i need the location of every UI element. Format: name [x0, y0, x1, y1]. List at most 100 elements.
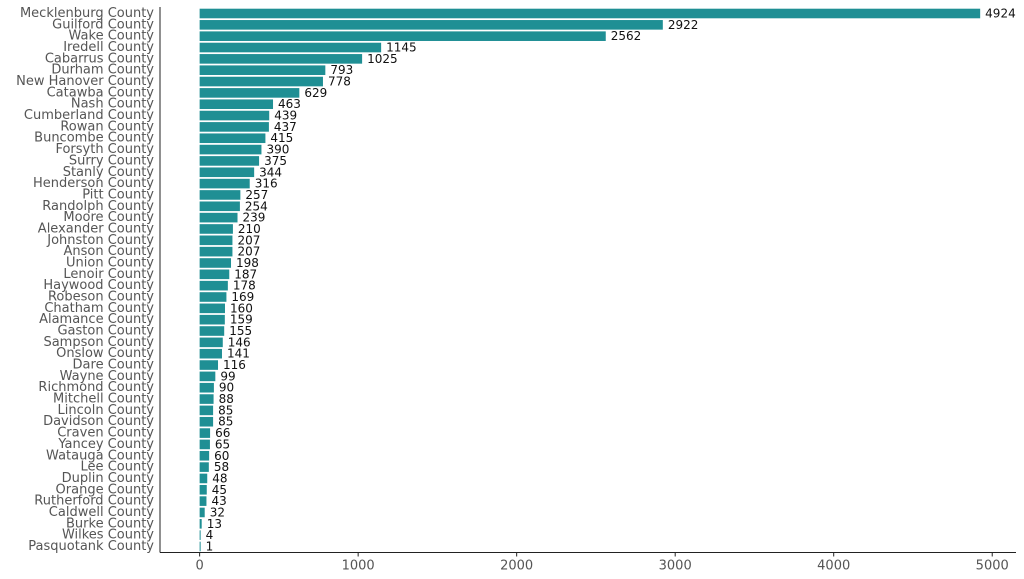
category-label-stanly-county: Stanly County — [63, 165, 155, 180]
bar-randolph-county — [199, 201, 240, 212]
category-label-forsyth-county: Forsyth County — [55, 142, 154, 157]
bar-union-county — [199, 258, 232, 268]
category-label-sampson-county: Sampson County — [43, 335, 154, 350]
category-label-randolph-county: Randolph County — [42, 199, 154, 214]
category-label-iredell-county: Iredell County — [63, 40, 154, 55]
x-tick-label-1000: 1000 — [342, 558, 375, 573]
bar-haywood-county — [199, 280, 228, 291]
value-label-rowan-county: 437 — [274, 120, 297, 134]
category-label-mitchell-county: Mitchell County — [53, 392, 154, 407]
bar-forsyth-county — [199, 144, 262, 155]
category-label-duplin-county: Duplin County — [62, 471, 155, 486]
x-tick-label-4000: 4000 — [817, 558, 850, 573]
bar-mecklenburg-county — [199, 8, 981, 19]
value-label-orange-county: 45 — [212, 483, 227, 497]
category-label-moore-county: Moore County — [63, 210, 154, 225]
bar-davidson-county — [199, 416, 214, 427]
value-label-lincoln-county: 85 — [218, 403, 233, 417]
value-label-robeson-county: 169 — [231, 290, 254, 304]
bar-anson-county — [199, 246, 233, 257]
value-label-pitt-county: 257 — [245, 188, 268, 202]
value-label-durham-county: 793 — [330, 63, 353, 77]
x-tick-label-3000: 3000 — [659, 558, 692, 573]
value-label-mitchell-county: 88 — [219, 392, 234, 406]
category-label-rutherford-county: Rutherford County — [34, 494, 154, 509]
category-label-lenoir-county: Lenoir County — [63, 267, 154, 282]
value-label-cumberland-county: 439 — [274, 109, 297, 123]
bar-surry-county — [199, 156, 260, 166]
value-label-forsyth-county: 390 — [266, 143, 289, 157]
bar-lincoln-county — [199, 405, 214, 416]
category-label-orange-county: Orange County — [56, 482, 155, 497]
bar-alamance-county — [199, 314, 225, 325]
value-label-johnston-county: 207 — [237, 233, 260, 247]
value-label-wayne-county: 99 — [220, 369, 235, 383]
bar-onslow-county — [199, 348, 222, 359]
bar-guilford-county — [199, 20, 663, 30]
category-label-buncombe-county: Buncombe County — [34, 131, 154, 146]
x-ticks-group: 0 1000 2000 3000 4000 5000 — [195, 552, 1009, 573]
category-label-gaston-county: Gaston County — [57, 324, 154, 339]
category-label-haywood-county: Haywood County — [43, 278, 154, 293]
bar-rutherford-county — [199, 496, 207, 506]
value-label-onslow-county: 141 — [227, 347, 250, 361]
value-label-alamance-county: 159 — [230, 313, 253, 327]
bar-stanly-county — [199, 167, 255, 178]
value-label-alexander-county: 210 — [238, 222, 261, 236]
bar-caldwell-county — [199, 507, 205, 518]
category-label-richmond-county: Richmond County — [38, 380, 154, 395]
value-label-stanly-county: 344 — [259, 165, 282, 179]
bar-lenoir-county — [199, 269, 230, 280]
bar-nash-county — [199, 99, 274, 110]
category-label-alamance-county: Alamance County — [39, 312, 154, 327]
bar-mitchell-county — [199, 394, 214, 404]
category-label-davidson-county: Davidson County — [43, 414, 154, 429]
value-label-gaston-county: 155 — [229, 324, 252, 338]
category-label-chatham-county: Chatham County — [44, 301, 154, 316]
bar-cumberland-county — [199, 110, 270, 121]
bar-henderson-county — [199, 178, 250, 189]
value-label-lenoir-county: 187 — [234, 267, 257, 281]
value-label-guilford-county: 2922 — [668, 18, 699, 32]
category-label-onslow-county: Onslow County — [56, 346, 154, 361]
category-label-pasquotank-county: Pasquotank County — [28, 539, 154, 554]
bar-gaston-county — [199, 326, 225, 336]
value-label-anson-county: 207 — [237, 245, 260, 259]
category-label-dare-county: Dare County — [73, 358, 155, 373]
category-label-lincoln-county: Lincoln County — [58, 403, 155, 418]
bar-iredell-county — [199, 42, 382, 53]
bar-cabarrus-county — [199, 54, 363, 64]
category-label-mecklenburg-county: Mecklenburg County — [20, 6, 154, 21]
value-label-moore-county: 239 — [243, 211, 266, 225]
category-label-wilkes-county: Wilkes County — [62, 528, 154, 543]
category-label-cabarrus-county: Cabarrus County — [45, 51, 154, 66]
bar-yancey-county — [199, 439, 210, 450]
category-label-catawba-county: Catawba County — [47, 85, 155, 100]
category-label-durham-county: Durham County — [51, 63, 154, 78]
category-label-alexander-county: Alexander County — [38, 221, 155, 236]
category-label-henderson-county: Henderson County — [33, 176, 154, 191]
bar-lee-county — [199, 462, 209, 472]
category-label-watauga-county: Watauga County — [46, 448, 154, 463]
category-label-guilford-county: Guilford County — [52, 17, 154, 32]
bar-richmond-county — [199, 382, 214, 393]
bar-craven-county — [199, 428, 211, 438]
bar-moore-county — [199, 212, 238, 223]
category-label-yancey-county: Yancey County — [57, 437, 154, 452]
category-label-wayne-county: Wayne County — [60, 369, 155, 384]
value-label-yancey-county: 65 — [215, 437, 230, 451]
value-label-sampson-county: 146 — [228, 335, 251, 349]
value-label-catawba-county: 629 — [304, 86, 327, 100]
value-label-randolph-county: 254 — [245, 199, 268, 213]
value-label-caldwell-county: 32 — [210, 505, 225, 519]
bar-burke-county — [199, 519, 202, 529]
bar-dare-county — [199, 360, 219, 370]
value-label-dare-county: 116 — [223, 358, 246, 372]
bar-alexander-county — [199, 224, 233, 234]
value-label-duplin-county: 48 — [212, 471, 227, 485]
bar-new-hanover-county — [199, 76, 323, 87]
category-label-craven-county: Craven County — [57, 426, 154, 441]
bar-robeson-county — [199, 292, 227, 302]
value-label-nash-county: 463 — [278, 97, 301, 111]
